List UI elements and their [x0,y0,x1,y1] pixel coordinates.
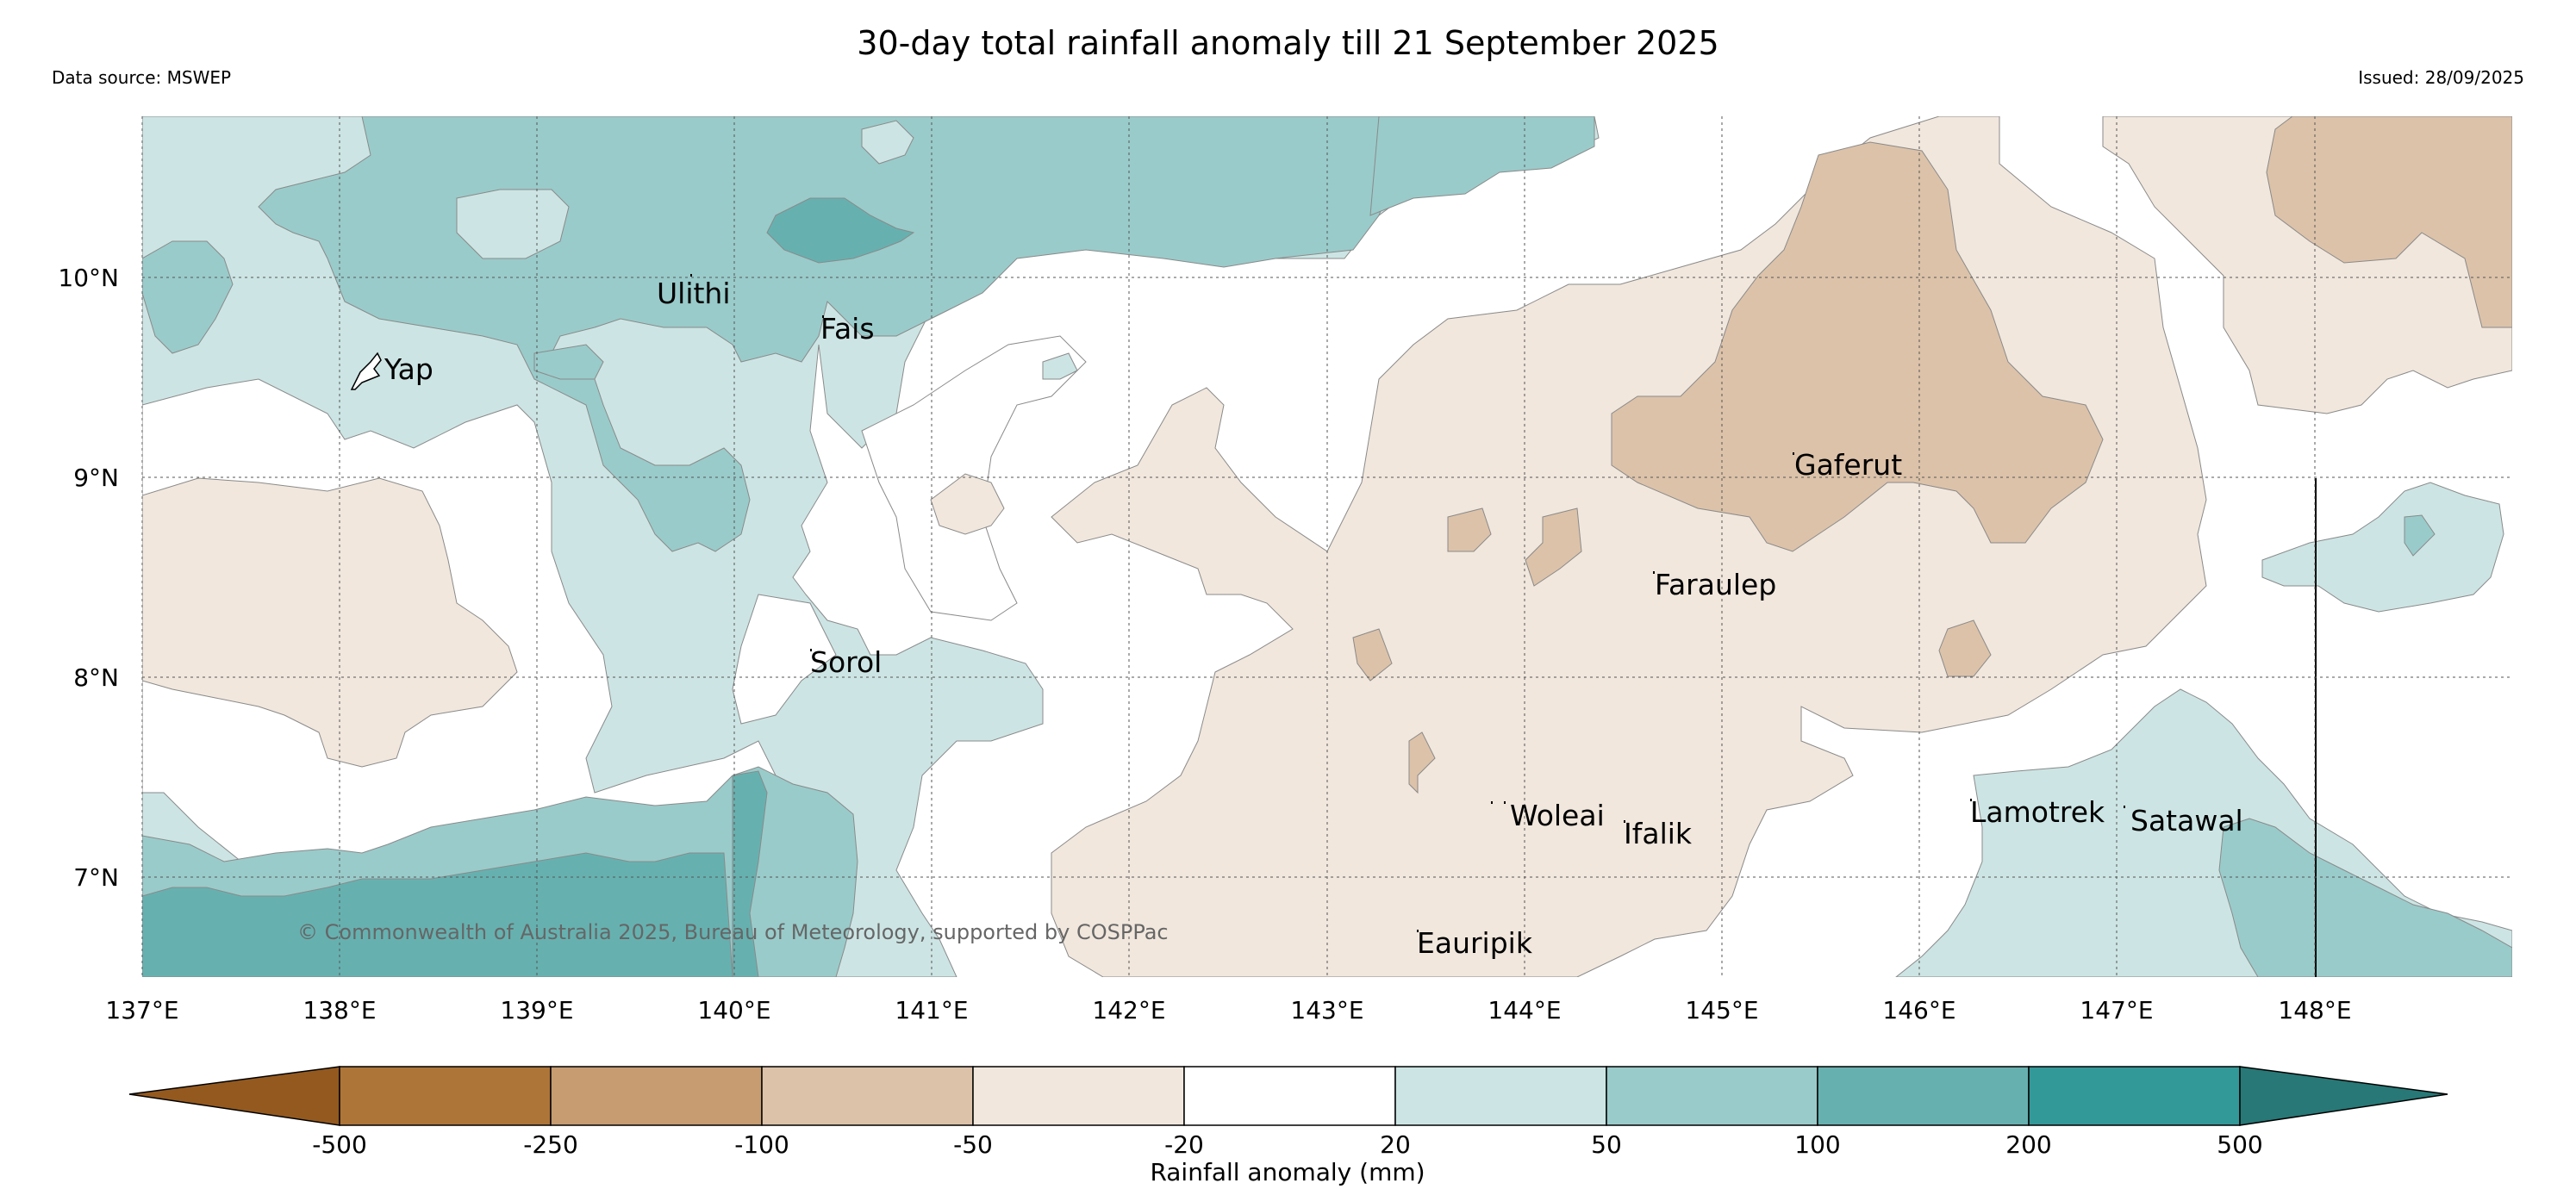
lon-tick-148: 148°E [2278,996,2351,1024]
colorbar-bin-3 [761,1066,974,1126]
dry-core-northeast [2266,116,2512,328]
colorbar-tick-2: -250 [523,1130,578,1159]
dry-spot-3 [1352,628,1393,682]
colorbar-tick-3: -100 [734,1130,789,1159]
lat-tick-7: 7°N [73,863,119,892]
lon-tick-142: 142°E [1092,996,1165,1024]
colorbar-bin-1 [339,1066,552,1126]
lon-tick-144: 144°E [1488,996,1561,1024]
island-marker [690,274,692,277]
colorbar-tick-9: 200 [2005,1130,2051,1159]
wet-peak-southwest [142,852,733,977]
map-title: 30-day total rainfall anomaly till 21 Se… [857,24,1719,62]
colorbar-extend-low [128,1066,340,1126]
wet-spot-east [2404,514,2436,557]
place-satawal: Satawal [2130,804,2243,837]
island-marker [1504,801,1506,804]
lon-tick-140: 140°E [697,996,770,1024]
colorbar-tick-5: -20 [1164,1130,1204,1159]
dry-gap-sorol [732,594,837,725]
island-marker [1417,930,1419,932]
dry-spot-5 [1408,731,1436,794]
yap-island-outline [350,352,382,390]
lon-tick-145: 145°E [1685,996,1758,1024]
place-lamotrek: Lamotrek [1970,795,2105,829]
lon-tick-143: 143°E [1290,996,1363,1024]
colorbar-tick-1: -500 [312,1130,367,1159]
light-hole-1 [456,189,570,259]
dry-region-west [142,477,518,768]
colorbar-tick-10: 500 [2217,1130,2262,1159]
place-ulithi: Ulithi [657,277,731,310]
wet-peak-southwest-2 [732,770,768,977]
colorbar-tick-4: -50 [953,1130,993,1159]
island-marker [2124,806,2125,808]
lat-tick-10: 10°N [58,264,119,292]
colorbar-label: Rainfall anomaly (mm) [1150,1158,1425,1186]
place-eauripik: Eauripik [1417,926,1533,960]
colorbar-tick-6: 20 [1380,1130,1411,1159]
island-marker [1793,452,1794,455]
wet-core-west [142,240,234,354]
wet-core-north-2 [1369,116,1595,216]
lon-tick-141: 141°E [895,996,968,1024]
light-hole-3 [1042,352,1078,380]
island-marker [1624,820,1625,823]
colorbar-bin-4 [972,1066,1185,1126]
island-marker [810,649,812,651]
dry-patch-small [930,473,1005,535]
wet-peak-north [766,197,915,264]
lon-tick-138: 138°E [303,996,376,1024]
issued-date: Issued: 28/09/2025 [2358,67,2524,88]
lon-tick-139: 139°E [500,996,573,1024]
lat-tick-9: 9°N [73,464,119,492]
colorbar-tick-8: 100 [1794,1130,1840,1159]
anomaly-field [142,116,2512,977]
colorbar-bin-9 [2028,1066,2241,1126]
island-marker [822,315,824,318]
place-woleai: Woleai [1510,799,1605,832]
dry-spot-1 [1447,507,1492,552]
island-marker [1970,799,1972,801]
gridlines [141,116,2512,977]
colorbar-bin-2 [550,1066,763,1126]
dry-core-gaferut [1611,141,2104,552]
dry-spot-2 [1525,507,1582,587]
colorbar-bin-6 [1394,1066,1607,1126]
colorbar [128,1066,2448,1126]
colorbar-tick-7: 50 [1591,1130,1622,1159]
place-faraulep: Faraulep [1655,568,1776,601]
light-hole-2 [861,120,914,165]
lon-tick-137: 137°E [105,996,178,1024]
place-yap: Yap [384,352,433,386]
copyright-notice: © Commonwealth of Australia 2025, Bureau… [297,920,1169,944]
colorbar-bin-5 [1183,1066,1396,1126]
colorbar-bin-8 [1817,1066,2030,1126]
wet-core-ulithi [533,344,604,380]
lat-tick-8: 8°N [73,663,119,692]
lon-tick-146: 146°E [1882,996,1955,1024]
place-gaferut: Gaferut [1794,448,1902,482]
colorbar-bin-7 [1606,1066,1818,1126]
wet-region-east [2261,482,2504,613]
lon-tick-147: 147°E [2080,996,2153,1024]
dry-spot-4 [1938,619,1992,677]
place-sorol: Sorol [810,645,882,679]
island-marker [1653,571,1655,574]
island-marker [1491,801,1493,804]
island-markers [690,274,2125,932]
colorbar-extend-high [2239,1066,2448,1126]
place-fais: Fais [820,312,875,345]
data-source: Data source: MSWEP [52,67,232,88]
place-ifalik: Ifalik [1624,817,1693,850]
wet-core-southeast [2218,818,2512,977]
